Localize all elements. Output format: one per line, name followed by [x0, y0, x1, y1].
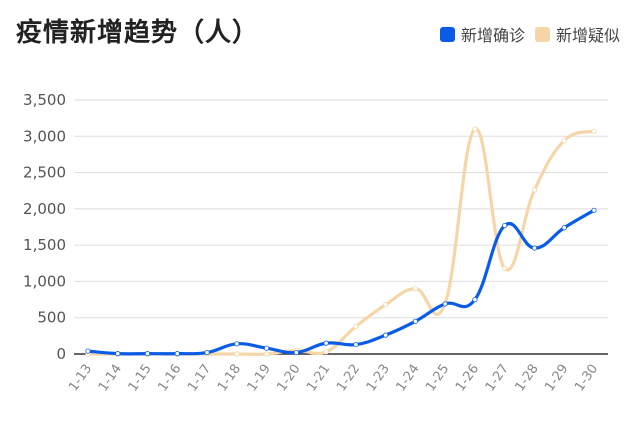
y-tick-label: 3,000 [23, 127, 66, 145]
x-tick-label: 1-13 [66, 362, 95, 395]
y-tick-label: 500 [37, 309, 66, 327]
x-tick-label: 1-18 [215, 362, 244, 395]
legend-item-suspected[interactable]: 新增疑似 [534, 22, 620, 46]
data-point-confirmed [472, 296, 478, 303]
data-point-suspected [591, 128, 597, 134]
y-tick-label: 0 [56, 345, 66, 363]
data-point-confirmed [531, 245, 538, 251]
data-point-suspected [234, 351, 240, 357]
x-tick-label: 1-30 [572, 362, 601, 395]
y-tick-label: 1,000 [23, 272, 66, 290]
legend-swatch-suspected [534, 26, 550, 42]
x-tick-label: 1-28 [513, 362, 542, 395]
x-tick-label: 1-22 [334, 362, 363, 395]
data-point-suspected [531, 187, 538, 193]
data-point-confirmed [353, 341, 359, 348]
x-tick-label: 1-17 [185, 362, 214, 395]
data-point-suspected [472, 126, 478, 132]
data-point-suspected [323, 349, 329, 355]
x-tick-label: 1-20 [274, 362, 303, 395]
data-point-confirmed [293, 349, 299, 356]
y-tick-label: 2,500 [23, 164, 66, 182]
x-tick-label: 1-29 [542, 362, 571, 395]
legend-label-confirmed: 新增确诊 [460, 26, 525, 45]
legend-item-confirmed[interactable]: 新增确诊 [439, 22, 525, 46]
x-tick-label: 1-26 [453, 362, 482, 395]
chart-legend: 新增确诊 新增疑似 [430, 22, 620, 46]
x-tick-label: 1-16 [155, 362, 184, 395]
x-tick-label: 1-27 [483, 362, 512, 395]
y-tick-label: 1,500 [23, 236, 66, 254]
x-tick-label: 1-25 [423, 362, 452, 395]
data-point-suspected [263, 351, 270, 357]
legend-swatch-confirmed [439, 26, 455, 42]
data-point-confirmed [442, 301, 448, 307]
data-point-confirmed [323, 340, 329, 346]
x-tick-label: 1-15 [126, 362, 155, 395]
data-point-suspected [353, 323, 359, 330]
x-tick-label: 1-21 [304, 362, 333, 395]
data-point-suspected [383, 302, 389, 308]
x-tick-label: 1-14 [96, 362, 125, 395]
data-point-confirmed [174, 351, 180, 357]
data-point-suspected [412, 286, 419, 292]
legend-label-suspected: 新增疑似 [555, 26, 620, 45]
series-line-suspected [86, 127, 596, 356]
data-point-confirmed [204, 349, 210, 356]
data-point-confirmed [502, 222, 508, 229]
chart-title: 疫情新增趋势（人） [16, 18, 260, 48]
data-point-confirmed [591, 207, 597, 213]
data-point-confirmed [263, 345, 270, 351]
x-tick-label: 1-19 [245, 362, 274, 395]
data-point-confirmed [85, 348, 91, 354]
data-point-confirmed [234, 341, 240, 347]
series-line-confirmed [86, 208, 596, 356]
x-tick-label: 1-24 [393, 362, 422, 395]
data-point-confirmed [412, 318, 419, 324]
y-tick-label: 2,000 [23, 200, 66, 218]
data-point-confirmed [561, 225, 567, 231]
y-tick-label: 3,500 [23, 91, 66, 109]
data-point-suspected [561, 138, 567, 144]
x-tick-label: 1-23 [364, 362, 393, 395]
data-point-confirmed [115, 351, 121, 357]
data-point-suspected [502, 265, 508, 271]
data-point-confirmed [144, 351, 151, 357]
data-point-confirmed [383, 332, 389, 338]
